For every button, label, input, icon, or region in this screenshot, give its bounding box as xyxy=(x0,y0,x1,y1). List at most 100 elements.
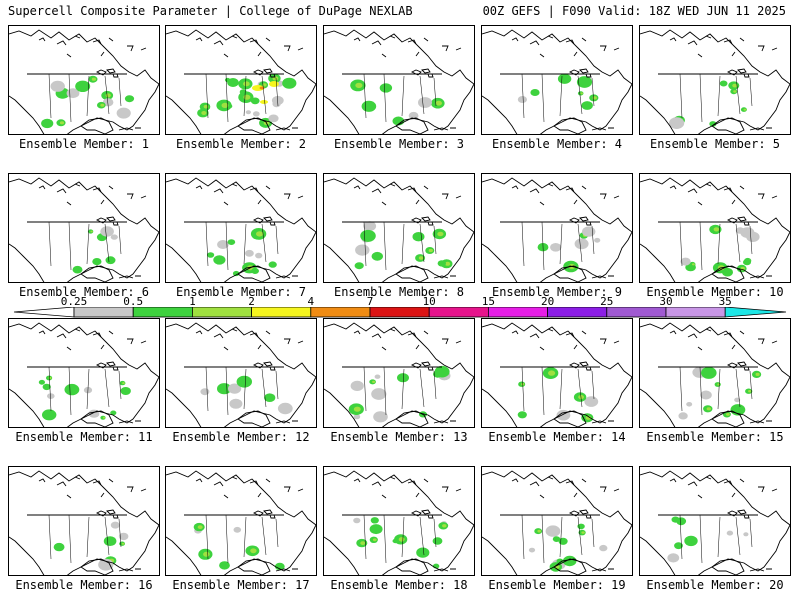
scp-area xyxy=(671,516,680,523)
great-lakes xyxy=(726,68,750,78)
ensemble-map-panel xyxy=(8,318,160,428)
caribbean-islands xyxy=(433,127,456,131)
member-caption: Ensemble Member: 3 xyxy=(333,137,465,151)
scp-moderate-area xyxy=(372,538,377,542)
scp-area xyxy=(105,256,116,265)
scp-moderate-area xyxy=(203,551,210,557)
arctic-islands xyxy=(195,328,304,351)
caribbean-islands xyxy=(749,127,772,131)
scp-map xyxy=(482,322,632,427)
state-borders xyxy=(521,73,595,123)
gulf-coast xyxy=(553,117,587,134)
scp-moderate-area xyxy=(59,121,65,125)
great-lakes xyxy=(726,361,750,371)
scp-moderate-area xyxy=(537,529,541,533)
state-borders xyxy=(363,366,437,416)
scp-moderate-area xyxy=(585,415,592,420)
run-info: 00Z GEFS | F090 Valid: 18Z WED JUN 11 20… xyxy=(482,4,786,18)
legend-tick-label: 25 xyxy=(600,295,614,308)
great-lakes xyxy=(568,68,592,78)
scp-low-area xyxy=(353,517,361,524)
caribbean-islands xyxy=(118,127,141,131)
scp-area xyxy=(379,83,393,93)
legend-bin xyxy=(251,307,312,318)
scp-moderate-area xyxy=(444,261,451,266)
scp-moderate-area xyxy=(435,100,442,106)
scp-area xyxy=(217,383,232,395)
coastline xyxy=(640,29,790,134)
member-caption: Ensemble Member: 13 xyxy=(330,430,468,444)
scp-moderate-area xyxy=(221,102,229,108)
scp-moderate-area xyxy=(262,83,267,87)
scp-moderate-area xyxy=(243,94,251,100)
scp-low-area xyxy=(734,397,741,403)
scp-low-area xyxy=(669,117,685,129)
scp-low-area xyxy=(700,390,712,400)
legend-tick-label: 10 xyxy=(422,295,436,308)
legend-bin xyxy=(547,307,608,318)
scp-map xyxy=(640,470,790,575)
gulf-coast xyxy=(237,265,271,282)
member-caption: Ensemble Member: 20 xyxy=(646,578,784,592)
scp-moderate-area xyxy=(442,524,447,528)
scp-low-area xyxy=(594,237,601,243)
scp-area xyxy=(41,118,54,129)
great-lakes xyxy=(95,68,119,78)
legend-bin xyxy=(191,307,252,318)
scp-area xyxy=(274,562,285,571)
legend-tick-label: 0.5 xyxy=(123,295,144,308)
caribbean-islands xyxy=(749,275,772,279)
scp-low-area xyxy=(574,238,589,250)
scp-low-area xyxy=(116,107,131,119)
scp-moderate-area xyxy=(706,407,711,411)
coastline xyxy=(482,322,632,427)
state-borders xyxy=(521,221,595,271)
gulf-coast xyxy=(553,410,587,427)
scp-moderate-area xyxy=(121,542,125,545)
gulf-coast xyxy=(553,558,587,575)
scp-area xyxy=(412,232,425,242)
scp-moderate-area xyxy=(733,90,737,93)
gulf-coast xyxy=(80,117,114,134)
state-borders xyxy=(363,514,437,564)
scp-area xyxy=(437,260,446,267)
state-borders xyxy=(48,73,122,123)
gulf-coast xyxy=(553,265,587,282)
arctic-islands xyxy=(353,183,462,206)
scp-low-area xyxy=(50,80,65,92)
scp-moderate-area xyxy=(201,111,207,115)
coastline xyxy=(9,29,159,134)
scp-low-area xyxy=(233,526,242,533)
ensemble-map-panel xyxy=(481,173,633,283)
arctic-islands xyxy=(669,328,778,351)
caribbean-islands xyxy=(591,127,614,131)
scp-area xyxy=(743,259,751,266)
scp-area xyxy=(433,370,443,378)
arctic-islands xyxy=(38,328,147,351)
caribbean-islands xyxy=(749,420,772,424)
member-caption: Ensemble Member: 8 xyxy=(333,285,465,299)
gulf-coast xyxy=(711,558,745,575)
scp-high-area xyxy=(260,100,268,104)
legend-left-arrow xyxy=(13,307,75,318)
legend-tick-label: 0.25 xyxy=(60,295,88,308)
arctic-islands xyxy=(669,35,778,58)
scp-low-area xyxy=(599,544,608,552)
great-lakes xyxy=(252,216,276,226)
scp-area xyxy=(224,77,231,83)
state-borders xyxy=(205,366,279,416)
ensemble-map-panel xyxy=(323,318,475,428)
scp-moderate-area xyxy=(355,82,363,89)
scp-area xyxy=(558,537,568,545)
ensemble-map-panel xyxy=(8,466,160,576)
great-lakes xyxy=(252,68,276,78)
gulf-coast xyxy=(711,410,745,427)
gulf-coast xyxy=(80,265,114,282)
ensemble-map-panel xyxy=(323,173,475,283)
arctic-islands xyxy=(353,35,462,58)
scp-moderate-area xyxy=(548,370,556,376)
scp-area xyxy=(517,411,527,419)
legend-tick-label: 30 xyxy=(659,295,673,308)
scp-low-area xyxy=(47,393,55,399)
arctic-islands xyxy=(38,476,147,499)
